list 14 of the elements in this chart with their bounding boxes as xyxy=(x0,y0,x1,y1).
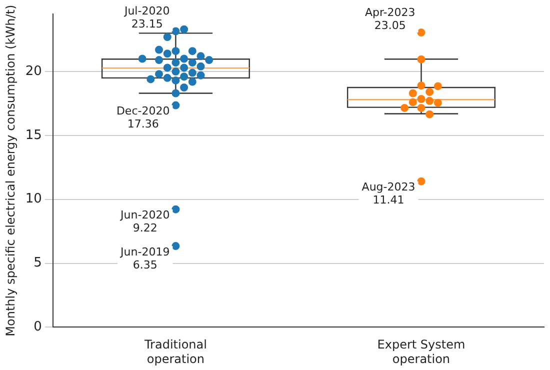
y-tick-label: 0 xyxy=(34,320,42,335)
y-tick-label: 20 xyxy=(25,64,42,79)
y-tick-label: 10 xyxy=(25,192,42,207)
annotation: Jul-2020 23.15 xyxy=(123,4,170,31)
y-tick-label: 15 xyxy=(25,128,42,143)
annotation: Apr-2023 23.05 xyxy=(364,6,416,32)
annotation: Jun-2019 6.35 xyxy=(120,245,170,272)
y-axis-title: Monthly specific electrical energy consumption (kWh/t) xyxy=(3,4,18,336)
x-tick-label: Expert System operation xyxy=(377,338,466,366)
annotation: Aug-2023 11.41 xyxy=(362,180,416,207)
y-tick-label: 5 xyxy=(34,256,42,271)
annotation: Jun-2020 9.22 xyxy=(120,208,170,235)
annotation: Dec-2020 17.36 xyxy=(116,104,170,131)
x-tick-label: Traditional operation xyxy=(143,338,207,366)
